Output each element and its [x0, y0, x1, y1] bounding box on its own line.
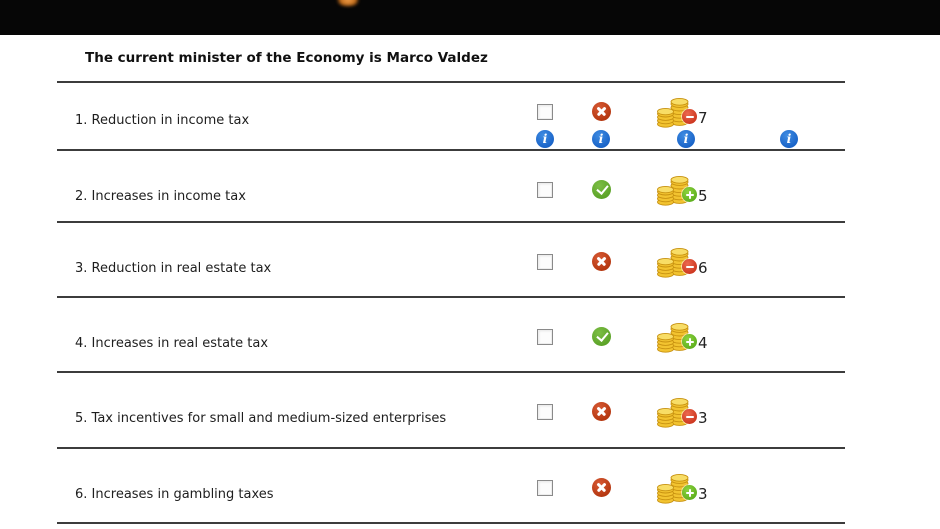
policy-label: 6. Increases in gambling taxes: [75, 487, 274, 502]
policy-checkbox[interactable]: [537, 182, 553, 198]
divider: [57, 522, 845, 524]
policy-checkbox[interactable]: [537, 480, 553, 496]
policy-row: 4. Increases in real estate tax 4: [0, 297, 940, 372]
coin-value: 5: [698, 187, 708, 205]
policy-label: 1. Reduction in income tax: [75, 113, 250, 128]
top-bar: [0, 0, 940, 35]
vote-status-icon: [592, 478, 611, 497]
coin-sign-badge: [682, 334, 697, 349]
policy-row: 3. Reduction in real estate tax 6: [0, 222, 940, 297]
policy-label: 5. Tax incentives for small and medium-s…: [75, 411, 447, 426]
coin-value: 6: [698, 259, 708, 277]
info-icon[interactable]: i: [536, 130, 554, 148]
policy-checkbox[interactable]: [537, 404, 553, 420]
coin-cost-indicator: [656, 396, 700, 428]
vote-status-icon: [592, 327, 611, 346]
coins-icon: [657, 322, 689, 353]
divider: [57, 371, 845, 373]
coin-sign-badge: [682, 485, 697, 500]
vote-status-icon: [592, 402, 611, 421]
divider: [57, 81, 845, 83]
divider: [57, 149, 845, 151]
coins-icon: [657, 247, 689, 278]
divider: [57, 296, 845, 298]
info-icon[interactable]: i: [780, 130, 798, 148]
page-title: The current minister of the Economy is M…: [85, 50, 488, 66]
policy-checkbox[interactable]: [537, 104, 553, 120]
coin-cost-indicator: [656, 321, 700, 353]
divider: [57, 447, 845, 449]
policy-label: 3. Reduction in real estate tax: [75, 261, 272, 276]
policy-row: 2. Increases in income tax 5: [0, 150, 940, 222]
coin-value: 4: [698, 334, 708, 352]
coin-value: 3: [698, 485, 708, 503]
coin-sign-badge: [682, 409, 697, 424]
policy-label: 2. Increases in income tax: [75, 189, 246, 204]
divider: [57, 221, 845, 223]
policy-checkbox[interactable]: [537, 254, 553, 270]
coin-sign-badge: [682, 259, 697, 274]
coin-sign-badge: [682, 109, 697, 124]
policy-row: 6. Increases in gambling taxes 3: [0, 448, 940, 523]
policy-row: 5. Tax incentives for small and medium-s…: [0, 372, 940, 448]
info-icon[interactable]: i: [677, 130, 695, 148]
info-icon[interactable]: i: [592, 130, 610, 148]
coin-cost-indicator: [656, 246, 700, 278]
policy-row: 1. Reduction in income tax 7 i i i i: [0, 82, 940, 150]
policy-label: 4. Increases in real estate tax: [75, 336, 269, 351]
policy-checkbox[interactable]: [537, 329, 553, 345]
coin-cost-indicator: [656, 96, 700, 128]
coin-value: 3: [698, 409, 708, 427]
coin-value: 7: [698, 109, 708, 127]
vote-status-icon: [592, 252, 611, 271]
decorative-glow: [335, 0, 361, 6]
coin-sign-badge: [682, 187, 697, 202]
coins-icon: [657, 97, 689, 128]
coin-cost-indicator: [656, 472, 700, 504]
coin-cost-indicator: [656, 174, 700, 206]
vote-status-icon: [592, 102, 611, 121]
vote-status-icon: [592, 180, 611, 199]
